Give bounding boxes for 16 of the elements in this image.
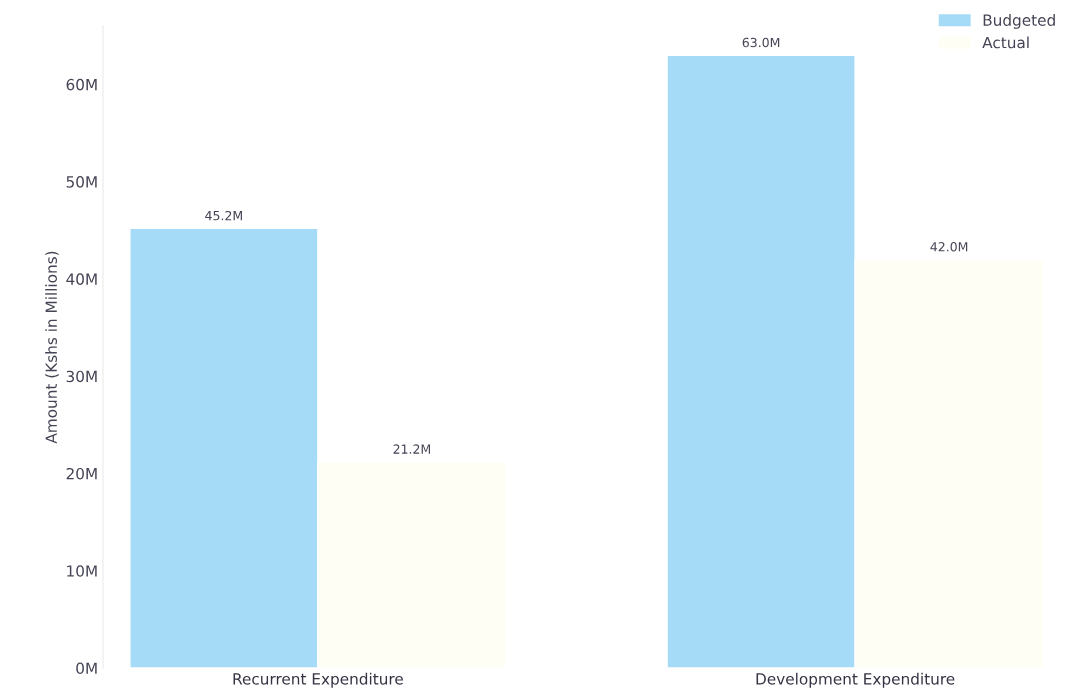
data-label: 45.2M [205,210,242,221]
y-tick-label: 10M [67,565,97,577]
data-label: 42.0M [930,242,968,252]
data-label: 63.0M [742,37,780,48]
legend-label: Actual [982,36,1029,49]
y-tick-label: 50M [66,176,97,188]
y-tick-label: 60M [66,78,97,91]
data-label: 21.2M [393,444,430,454]
y-tick-label: 0M [76,662,97,675]
x-tick-label: Recurrent Expenditure [233,672,403,688]
x-tick-label: Development Expenditure [756,672,955,688]
legend-label: Budgeted [983,14,1055,29]
y-tick-label: 30M [66,370,97,383]
y-axis-title: Amount (Kshs in Millions) [45,251,59,444]
y-tick-label: 40M [66,273,97,285]
y-tick-label: 20M [66,467,97,480]
